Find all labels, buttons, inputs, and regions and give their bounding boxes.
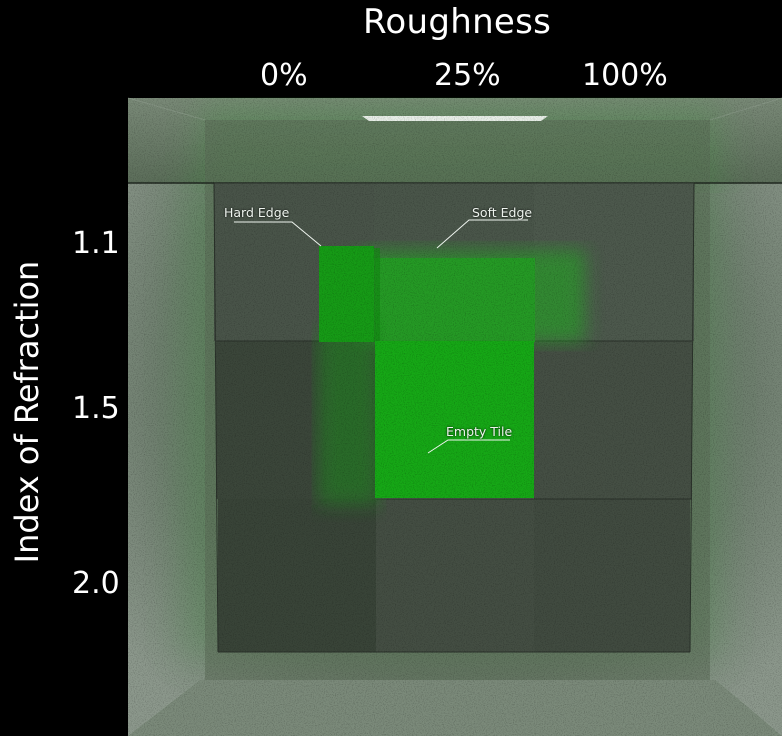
- column-title: Roughness: [363, 2, 552, 42]
- callout-hard-edge: Hard Edge: [224, 205, 290, 220]
- row-label-1: 1.5: [72, 391, 120, 426]
- column-label-2: 100%: [582, 58, 668, 93]
- row-label-2: 2.0: [72, 566, 120, 601]
- callout-empty-tile: Empty Tile: [446, 424, 513, 439]
- column-label-1: 25%: [434, 58, 501, 93]
- callout-soft-edge: Soft Edge: [472, 205, 533, 220]
- row-label-0: 1.1: [72, 226, 120, 261]
- callout-lines: [234, 219, 528, 454]
- soft-edge-leader: [436, 219, 528, 249]
- row-title: Index of Refraction: [8, 260, 46, 564]
- hard-edge-leader: [234, 221, 322, 247]
- column-label-0: 0%: [260, 58, 308, 93]
- empty-tile-leader: [427, 439, 510, 454]
